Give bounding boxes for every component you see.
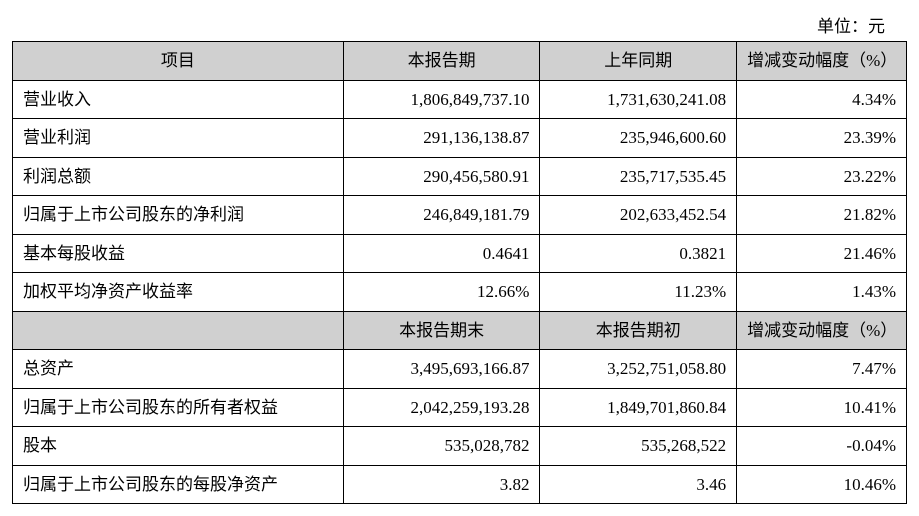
- cell-prior: 202,633,452.54: [540, 196, 737, 235]
- header-blank: [13, 311, 344, 350]
- table-row: 营业收入 1,806,849,737.10 1,731,630,241.08 4…: [13, 80, 907, 119]
- cell-current: 535,028,782: [343, 427, 540, 466]
- header-change-pct: 增减变动幅度（%）: [737, 42, 907, 81]
- cell-change: 23.39%: [737, 119, 907, 158]
- cell-current: 3,495,693,166.87: [343, 350, 540, 389]
- row-label: 归属于上市公司股东的所有者权益: [13, 388, 344, 427]
- cell-prior: 11.23%: [540, 273, 737, 312]
- cell-change: 4.34%: [737, 80, 907, 119]
- cell-change: 10.41%: [737, 388, 907, 427]
- cell-prior: 3,252,751,058.80: [540, 350, 737, 389]
- cell-current: 290,456,580.91: [343, 157, 540, 196]
- cell-prior: 235,946,600.60: [540, 119, 737, 158]
- cell-prior: 3.46: [540, 465, 737, 504]
- row-label: 总资产: [13, 350, 344, 389]
- cell-prior: 235,717,535.45: [540, 157, 737, 196]
- table-row: 基本每股收益 0.4641 0.3821 21.46%: [13, 234, 907, 273]
- cell-current: 291,136,138.87: [343, 119, 540, 158]
- header-current-period: 本报告期: [343, 42, 540, 81]
- unit-label: 单位：元: [12, 12, 907, 37]
- cell-change: 21.46%: [737, 234, 907, 273]
- header-change-pct-2: 增减变动幅度（%）: [737, 311, 907, 350]
- cell-change: -0.04%: [737, 427, 907, 466]
- row-label: 归属于上市公司股东的净利润: [13, 196, 344, 235]
- row-label: 营业收入: [13, 80, 344, 119]
- header-period-end: 本报告期末: [343, 311, 540, 350]
- cell-prior: 1,731,630,241.08: [540, 80, 737, 119]
- cell-current: 3.82: [343, 465, 540, 504]
- row-label: 利润总额: [13, 157, 344, 196]
- cell-current: 246,849,181.79: [343, 196, 540, 235]
- table-row: 归属于上市公司股东的所有者权益 2,042,259,193.28 1,849,7…: [13, 388, 907, 427]
- row-label: 基本每股收益: [13, 234, 344, 273]
- table-row: 股本 535,028,782 535,268,522 -0.04%: [13, 427, 907, 466]
- header-row-2: 本报告期末 本报告期初 增减变动幅度（%）: [13, 311, 907, 350]
- cell-change: 1.43%: [737, 273, 907, 312]
- cell-change: 7.47%: [737, 350, 907, 389]
- table-row: 加权平均净资产收益率 12.66% 11.23% 1.43%: [13, 273, 907, 312]
- table-row: 营业利润 291,136,138.87 235,946,600.60 23.39…: [13, 119, 907, 158]
- cell-current: 12.66%: [343, 273, 540, 312]
- row-label: 营业利润: [13, 119, 344, 158]
- table-row: 总资产 3,495,693,166.87 3,252,751,058.80 7.…: [13, 350, 907, 389]
- header-item: 项目: [13, 42, 344, 81]
- cell-change: 21.82%: [737, 196, 907, 235]
- row-label: 股本: [13, 427, 344, 466]
- row-label: 归属于上市公司股东的每股净资产: [13, 465, 344, 504]
- cell-current: 1,806,849,737.10: [343, 80, 540, 119]
- cell-current: 0.4641: [343, 234, 540, 273]
- table-row: 归属于上市公司股东的净利润 246,849,181.79 202,633,452…: [13, 196, 907, 235]
- header-row-1: 项目 本报告期 上年同期 增减变动幅度（%）: [13, 42, 907, 81]
- table-row: 利润总额 290,456,580.91 235,717,535.45 23.22…: [13, 157, 907, 196]
- table-row: 归属于上市公司股东的每股净资产 3.82 3.46 10.46%: [13, 465, 907, 504]
- financial-table: 项目 本报告期 上年同期 增减变动幅度（%） 营业收入 1,806,849,73…: [12, 41, 907, 504]
- cell-prior: 535,268,522: [540, 427, 737, 466]
- cell-prior: 1,849,701,860.84: [540, 388, 737, 427]
- cell-current: 2,042,259,193.28: [343, 388, 540, 427]
- cell-change: 23.22%: [737, 157, 907, 196]
- header-prior-period: 上年同期: [540, 42, 737, 81]
- cell-prior: 0.3821: [540, 234, 737, 273]
- row-label: 加权平均净资产收益率: [13, 273, 344, 312]
- header-period-start: 本报告期初: [540, 311, 737, 350]
- cell-change: 10.46%: [737, 465, 907, 504]
